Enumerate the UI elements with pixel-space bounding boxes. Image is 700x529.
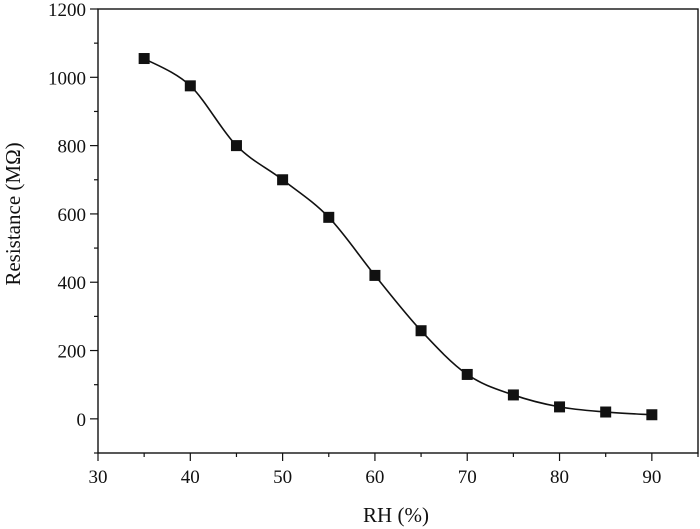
x-tick-label: 60 [365,467,384,488]
x-tick-label: 40 [181,467,200,488]
y-tick-label: 400 [58,273,87,294]
data-point [138,53,150,65]
y-tick-label: 1200 [48,0,86,21]
data-point [507,389,519,401]
x-tick-label: 80 [550,467,569,488]
plot-frame [97,8,699,454]
plot-area-border [97,8,699,454]
y-tick-label: 800 [58,137,87,158]
y-tick-label: 1000 [48,68,86,89]
y-tick-label: 600 [58,205,87,226]
data-point [554,401,566,413]
series-line [143,57,652,416]
data-point [230,140,242,152]
y-tick-label: 200 [58,342,87,363]
data-markers [138,53,658,421]
data-point [323,211,335,223]
data-point [646,409,658,421]
x-axis-title: RH (%) [363,503,429,527]
data-point [184,80,196,92]
x-tick-label: 50 [273,467,292,488]
x-tick-label: 70 [458,467,477,488]
y-tick-label: 0 [77,410,87,431]
x-tick-label: 90 [642,467,661,488]
data-point [461,368,473,380]
data-point [415,325,427,337]
y-axis-title: Resistance (MΩ) [1,142,25,285]
x-axis-ticks: 30 40 50 60 70 80 90 [89,453,699,488]
data-point [369,269,381,281]
data-point [600,406,612,418]
x-tick-label: 30 [89,467,108,488]
y-axis-ticks: 0 200 400 600 800 1000 1200 [48,0,98,454]
data-point [277,174,289,186]
